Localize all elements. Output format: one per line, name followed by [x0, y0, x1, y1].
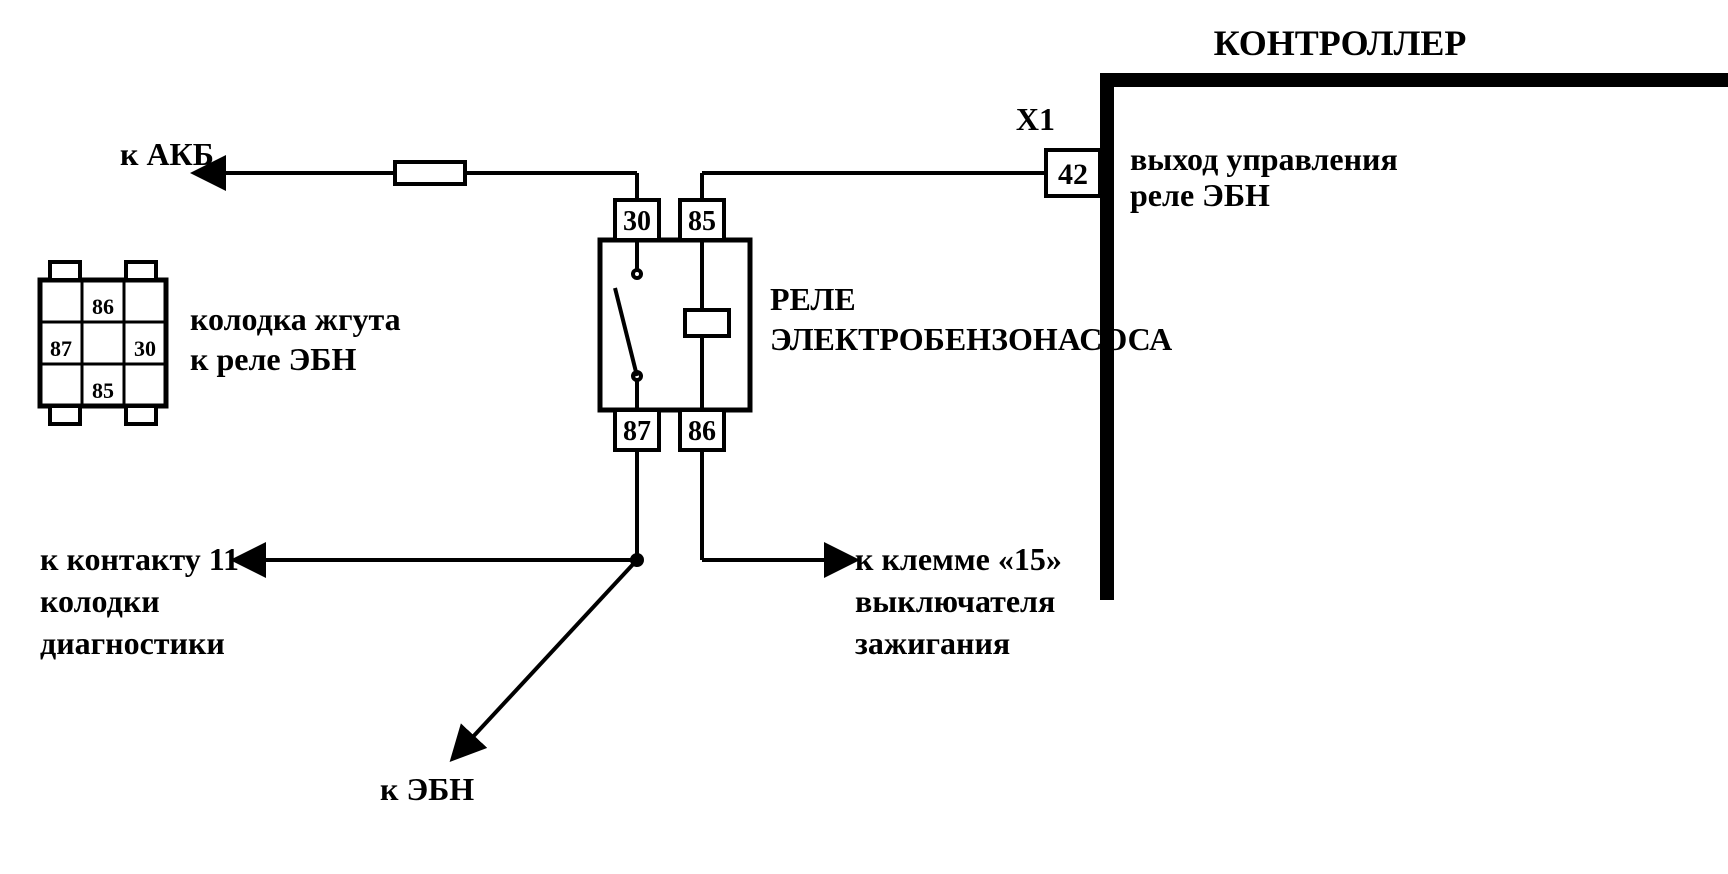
x1-label: X1 [1016, 101, 1055, 137]
label-diag-l1: к контакту 11 [40, 541, 239, 577]
conn-pin86: 86 [92, 294, 114, 319]
label-diag-l3: диагностики [40, 625, 225, 661]
connector-block: 86 87 30 85 колодка жгута к реле ЭБН [40, 262, 401, 424]
relay-label-line2: ЭЛЕКТРОБЕНЗОНАСОСА [770, 321, 1172, 357]
label-to-akb: к АКБ [120, 136, 214, 172]
wiring-diagram: КОНТРОЛЛЕР X1 42 выход управления реле Э… [0, 0, 1728, 874]
conn-pin85: 85 [92, 378, 114, 403]
conn-label-l1: колодка жгута [190, 301, 401, 337]
relay-pin87: 87 [623, 416, 651, 447]
controller-title: КОНТРОЛЛЕР [1214, 23, 1467, 63]
controller-pin42: 42 [1058, 158, 1088, 191]
relay-pin85: 85 [688, 206, 716, 237]
conn-pin30: 30 [134, 336, 156, 361]
label-to-ebn: к ЭБН [380, 771, 474, 807]
relay: 30 85 87 86 РЕЛЕ ЭЛЕКТРОБЕНЗОНАСОСА [600, 200, 1172, 450]
controller-output-line1: выход управления [1130, 141, 1398, 177]
fuse [370, 162, 490, 184]
wire-to-ebn [470, 560, 637, 740]
label-ign-l2: выключателя [855, 583, 1055, 619]
relay-pin86: 86 [688, 416, 716, 447]
label-diag-l2: колодки [40, 583, 160, 619]
relay-pin30: 30 [623, 206, 651, 237]
relay-label-line1: РЕЛЕ [770, 281, 856, 317]
conn-label-l2: к реле ЭБН [190, 341, 356, 377]
label-ign-l3: зажигания [855, 625, 1010, 661]
controller: КОНТРОЛЛЕР X1 42 выход управления реле Э… [1016, 23, 1728, 600]
controller-output-line2: реле ЭБН [1130, 177, 1270, 213]
conn-pin87: 87 [50, 336, 72, 361]
label-ign-l1: к клемме «15» [855, 541, 1062, 577]
